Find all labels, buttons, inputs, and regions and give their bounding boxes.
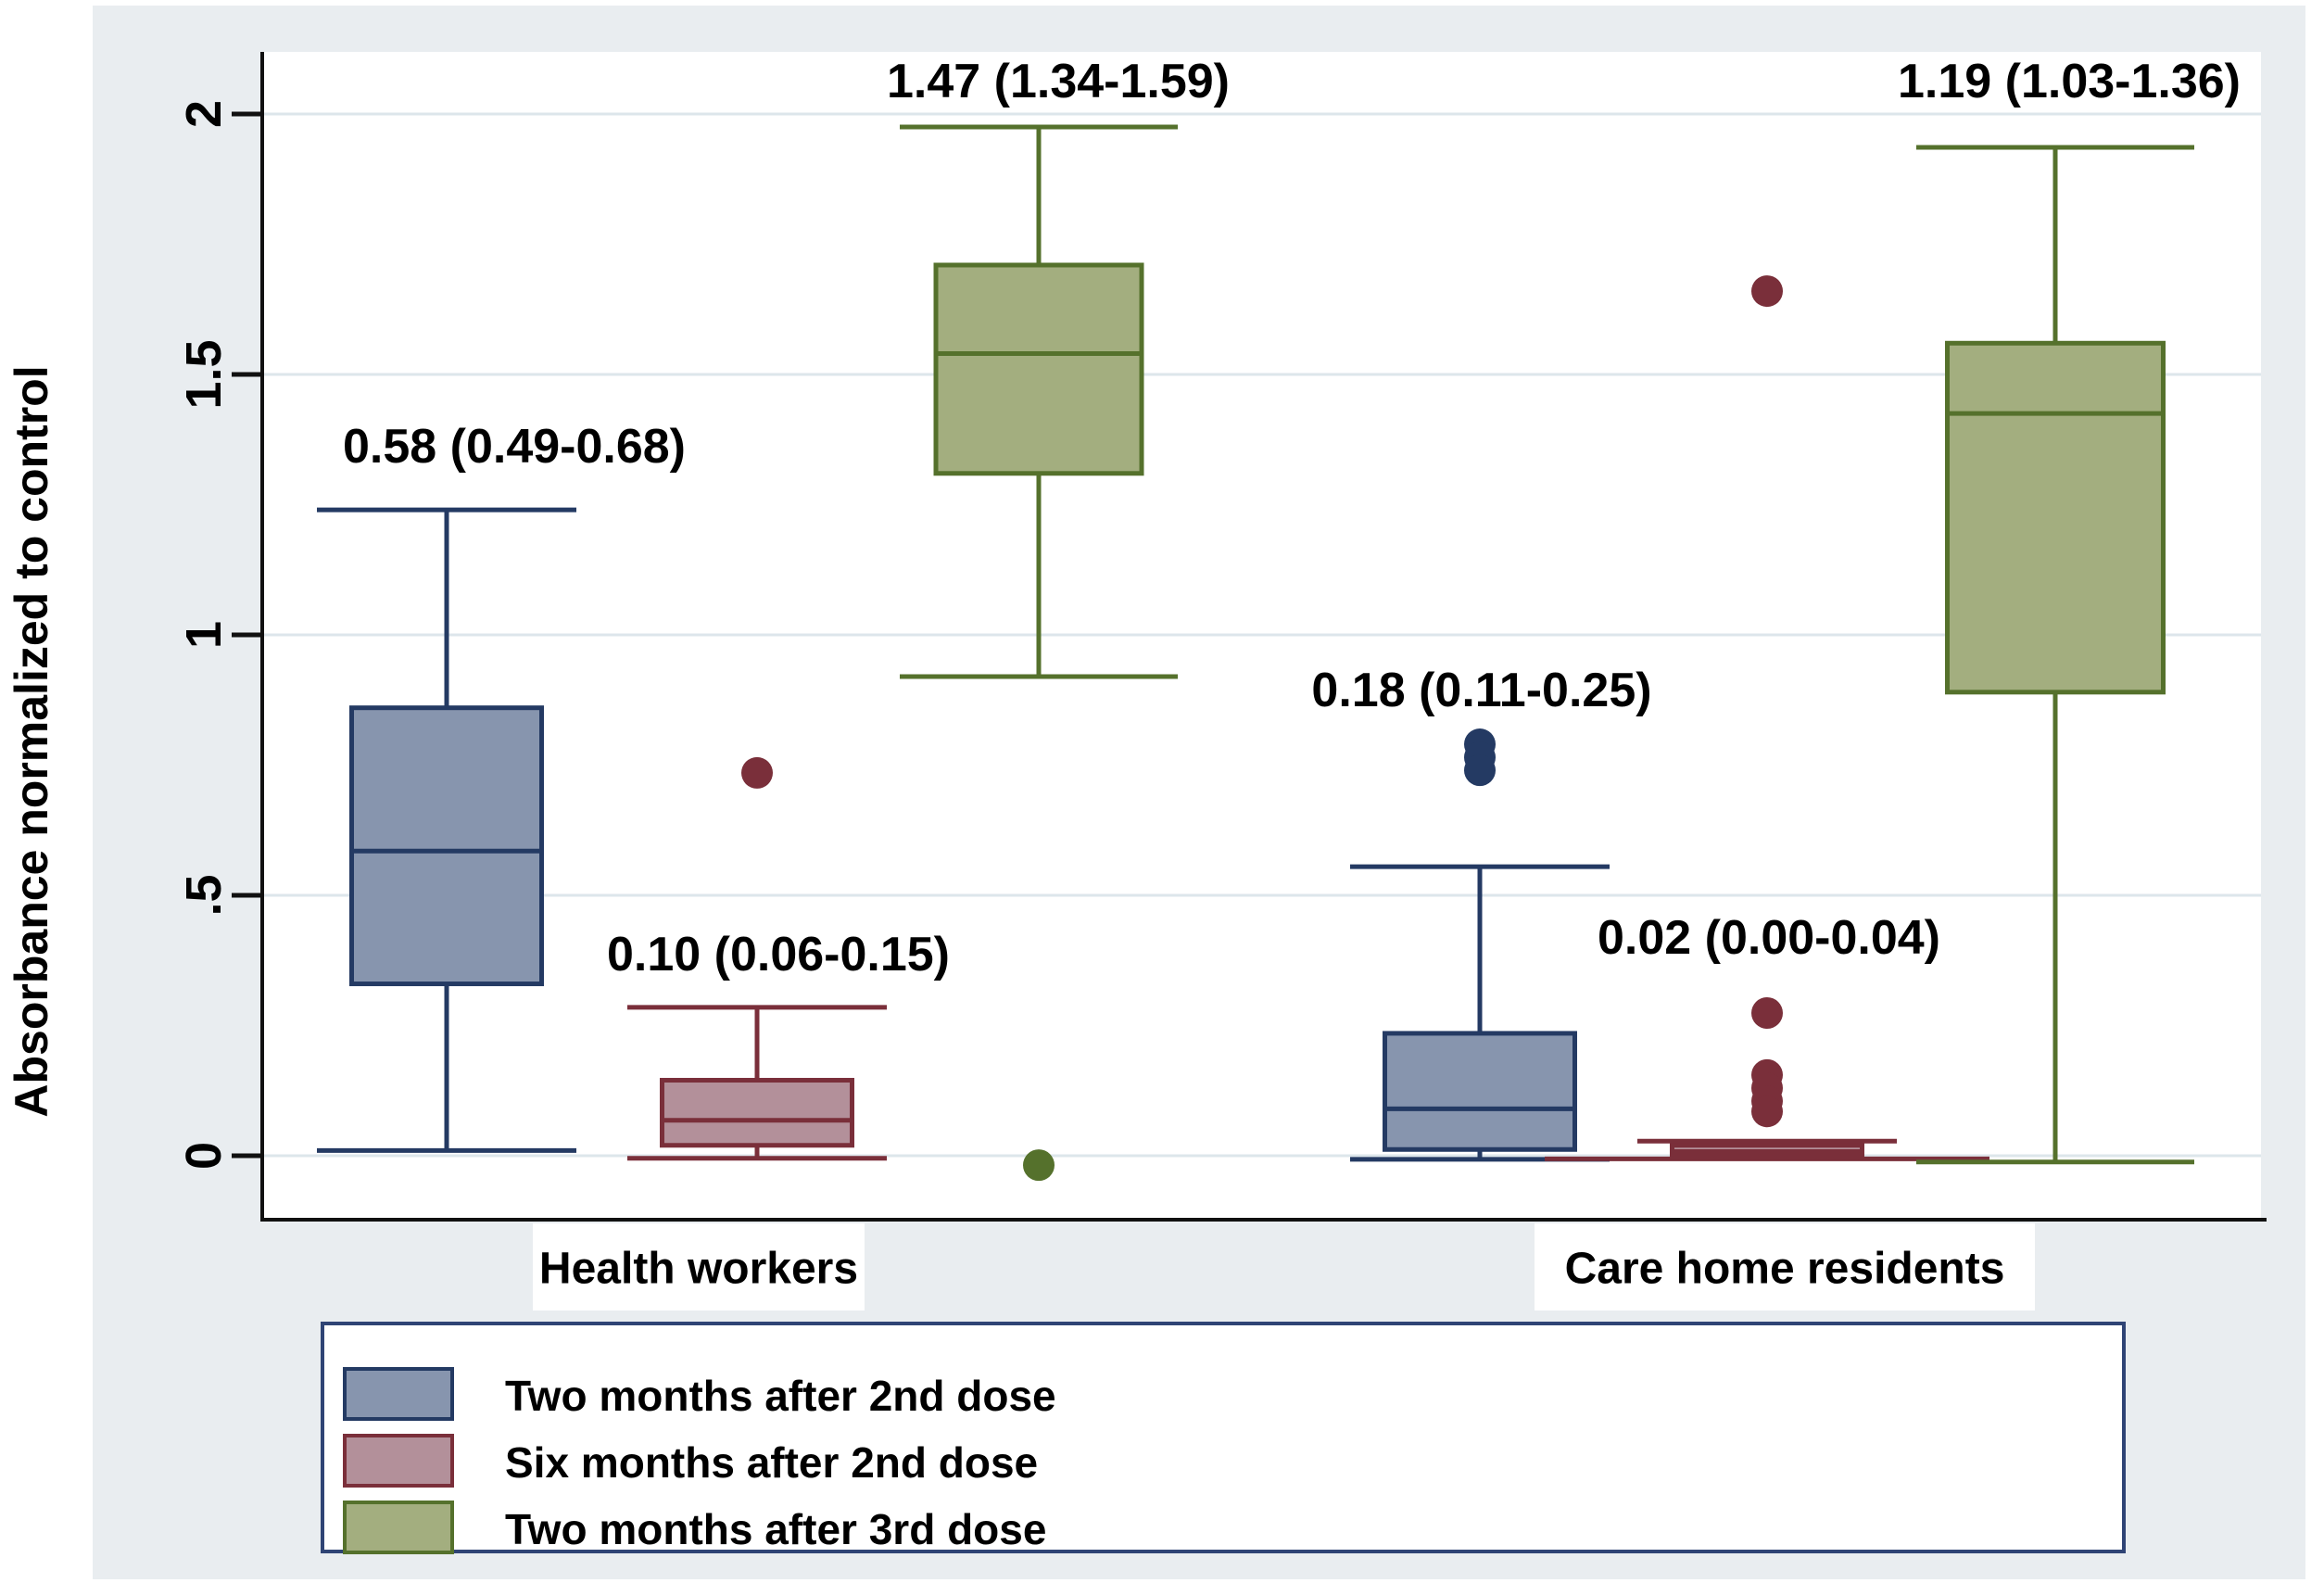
- legend-label-2: Two months after 3rd dose: [505, 1505, 1046, 1553]
- outlier-dot: [1751, 997, 1783, 1030]
- median-annotation: 0.18 (0.11-0.25): [1311, 664, 1651, 717]
- iqr-box: [1383, 1031, 1577, 1152]
- outlier-dot: [1023, 1149, 1055, 1182]
- box-ch-2: [1916, 145, 2194, 1165]
- legend-swatch-2: [343, 1501, 454, 1554]
- box-hw-0: [317, 507, 576, 1153]
- box-ch-1: [1545, 275, 1989, 1161]
- y-axis-title: Absorbance normalized to control: [6, 365, 57, 1117]
- outlier-dot: [741, 756, 773, 789]
- group-label-background: [533, 1223, 865, 1311]
- y-tick-label: 1.5: [176, 339, 232, 409]
- box-hw-2: [900, 124, 1178, 1182]
- outlier-dot: [1751, 1095, 1783, 1128]
- y-tick-label: 1: [176, 621, 232, 649]
- iqr-box: [349, 705, 544, 987]
- median-annotation: 1.47 (1.34-1.59): [887, 55, 1230, 108]
- box-ch-0: [1350, 728, 1610, 1162]
- iqr-box: [933, 262, 1144, 476]
- group-label-background: [1535, 1223, 2035, 1311]
- median-annotation: 0.02 (0.00-0.04): [1598, 911, 1940, 965]
- group-label-health-workers: Health workers: [539, 1245, 858, 1294]
- iqr-box: [1945, 340, 2166, 695]
- y-tick-label: 0: [176, 1142, 232, 1170]
- legend-box: [321, 1322, 2126, 1553]
- median-annotation: 1.19 (1.03-1.36): [1898, 55, 2241, 108]
- median-annotation: 0.10 (0.06-0.15): [607, 928, 950, 981]
- box-hw-1: [627, 756, 887, 1161]
- y-axis-spine: [260, 52, 264, 1222]
- legend-label-0: Two months after 2nd dose: [505, 1372, 1056, 1420]
- y-tick-label: 2: [176, 100, 232, 128]
- legend-swatch-1: [343, 1434, 454, 1488]
- legend-swatch-0: [343, 1367, 454, 1421]
- outlier-dot: [1751, 275, 1783, 308]
- iqr-box: [660, 1078, 854, 1148]
- group-label-care-home-residents: Care home residents: [1565, 1245, 2005, 1294]
- legend-label-1: Six months after 2nd dose: [505, 1438, 1038, 1487]
- y-tick-label: .5: [176, 874, 232, 916]
- x-axis-spine: [260, 1218, 2267, 1222]
- median-annotation: 0.58 (0.49-0.68): [343, 420, 686, 474]
- outlier-dot: [1464, 754, 1496, 787]
